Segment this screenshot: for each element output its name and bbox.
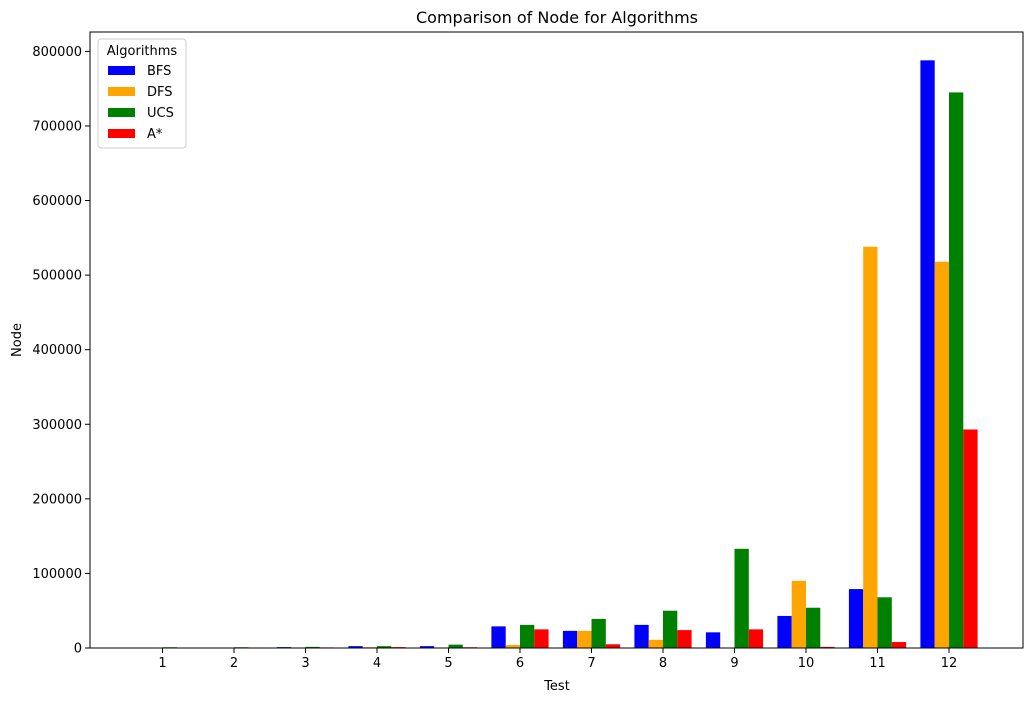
bar-ucs-test-5	[448, 644, 463, 648]
bar-a-test-7	[605, 644, 621, 648]
bar-dfs-test-10	[791, 580, 806, 648]
legend-label: BFS	[147, 64, 171, 79]
bar-a-test-9	[748, 629, 764, 648]
bar-bfs-test-5	[419, 646, 435, 648]
legend-label: UCS	[147, 106, 174, 121]
plot-frame	[89, 31, 1024, 649]
bar-bfs-test-12	[920, 60, 935, 648]
y-tick-label: 500000	[32, 269, 82, 284]
bar-a-test-10	[820, 646, 835, 648]
bar-ucs-test-3	[305, 646, 320, 648]
bar-ucs-test-4	[377, 646, 392, 648]
bar-ucs-test-9	[734, 548, 749, 648]
legend-swatch	[108, 129, 135, 138]
bar-a-test-6	[534, 629, 549, 648]
x-tick-label: 1	[158, 656, 166, 671]
chart-title: Comparison of Node for Algorithms	[416, 8, 698, 27]
x-tick-label: 4	[373, 656, 381, 671]
legend-label: DFS	[147, 85, 173, 100]
bar-bfs-test-10	[777, 615, 792, 648]
legend-swatch	[108, 108, 135, 117]
bar-a-test-8	[677, 630, 692, 648]
x-tick-label: 8	[659, 656, 667, 671]
y-axis-label: Node	[10, 323, 25, 357]
bar-bfs-test-6	[491, 626, 506, 648]
bar-bfs-test-8	[634, 624, 649, 648]
bar-dfs-test-6	[505, 645, 520, 648]
legend-label: A*	[147, 127, 163, 142]
bar-bfs-test-7	[562, 630, 578, 648]
x-tick-label: 12	[941, 656, 958, 671]
bar-bfs-test-11	[848, 589, 864, 648]
x-axis-label: Test	[543, 679, 570, 694]
y-tick-label: 100000	[32, 567, 82, 582]
legend-title: Algorithms	[107, 44, 178, 59]
x-tick-label: 6	[516, 656, 524, 671]
legend: Algorithms BFS DFS UCS A*	[97, 38, 187, 149]
x-tick-label: 11	[869, 656, 886, 671]
bars-group	[133, 60, 978, 648]
x-tick-label: 2	[230, 656, 238, 671]
x-tick-label: 3	[301, 656, 309, 671]
bar-dfs-test-12	[934, 261, 949, 648]
bar-bfs-test-9	[705, 632, 721, 648]
y-tick-label: 800000	[32, 45, 82, 60]
legend-swatch	[108, 87, 135, 96]
bar-ucs-test-8	[663, 610, 678, 648]
bar-ucs-test-7	[591, 618, 606, 648]
y-axis: 0 100000 200000 300000 400000 500000 600000 700…	[32, 45, 90, 657]
bar-a-test-11	[891, 642, 907, 648]
x-tick-label: 5	[444, 656, 452, 671]
bar-a-test-12	[963, 429, 978, 648]
bar-ucs-test-10	[806, 607, 821, 648]
y-tick-label: 400000	[32, 343, 82, 358]
bar-bfs-test-4	[348, 646, 363, 648]
bar-dfs-test-11	[863, 246, 878, 648]
y-tick-label: 600000	[32, 194, 82, 209]
bar-ucs-test-11	[877, 597, 892, 648]
bar-dfs-test-8	[648, 639, 663, 648]
y-tick-label: 200000	[32, 492, 82, 507]
bar-ucs-test-12	[949, 92, 964, 648]
x-tick-label: 10	[798, 656, 815, 671]
x-tick-label: 9	[730, 656, 738, 671]
y-tick-label: 700000	[32, 119, 82, 134]
legend-swatch	[108, 66, 135, 75]
bar-dfs-test-7	[577, 630, 592, 648]
x-axis: 1 2 3 4 5 6 7 8 9 10 11 12	[158, 648, 957, 671]
y-tick-label: 0	[74, 642, 82, 657]
bar-ucs-test-6	[520, 624, 535, 648]
y-tick-label: 300000	[32, 418, 82, 433]
x-tick-label: 7	[587, 656, 595, 671]
